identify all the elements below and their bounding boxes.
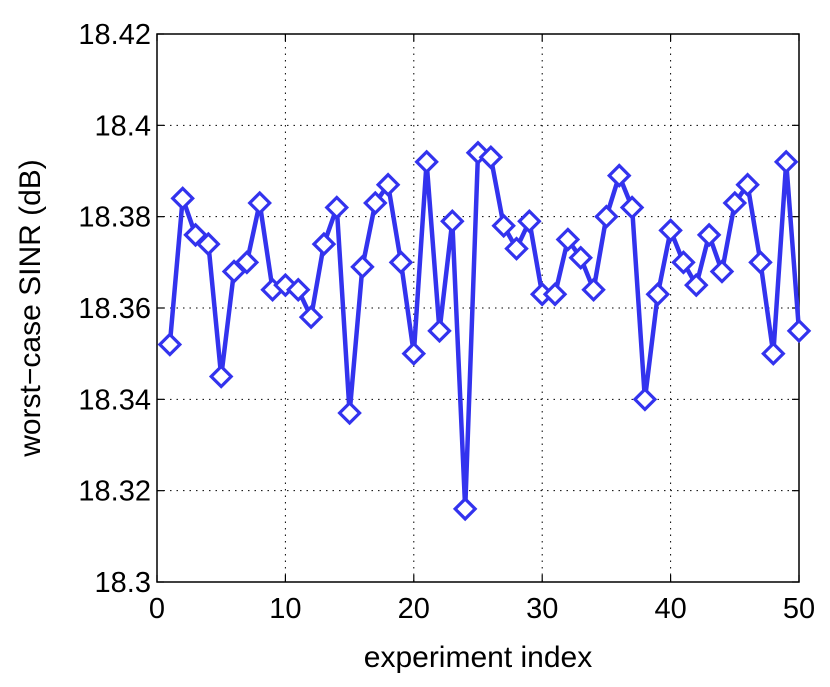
data-point-marker [427, 318, 452, 344]
y-tick-label: 18.4 [95, 110, 151, 142]
data-point-marker [786, 318, 812, 344]
data-point-marker [568, 245, 593, 271]
data-point-marker [234, 250, 260, 275]
data-point-marker [311, 231, 337, 257]
data-point-marker [504, 236, 529, 261]
data-point-marker [298, 304, 324, 330]
data-point-marker [761, 341, 786, 366]
series-layer [157, 140, 812, 522]
plot-area-frame [156, 33, 800, 583]
data-point-marker [478, 145, 504, 170]
data-point-marker [709, 259, 735, 284]
x-tick-labels: 0 10 20 30 40 50 [149, 593, 815, 625]
y-tick-label: 18.36 [78, 293, 151, 325]
data-point-marker [350, 254, 375, 280]
data-point-marker [773, 149, 799, 175]
data-point-marker [157, 332, 183, 357]
data-point-marker [658, 218, 683, 243]
y-tick-label: 18.34 [78, 384, 151, 416]
data-point-marker [722, 190, 748, 216]
x-tick-label: 50 [783, 593, 815, 625]
data-point-marker [632, 387, 658, 412]
x-tick-label: 40 [654, 593, 686, 625]
data-point-marker [440, 208, 465, 234]
y-tick-label: 18.38 [78, 202, 151, 234]
x-axis-label: experiment index [364, 641, 592, 674]
data-point-marker [375, 172, 401, 197]
x-tick-label: 20 [398, 593, 430, 625]
data-point-marker [196, 231, 221, 257]
data-point-marker [247, 190, 272, 216]
data-point-marker [748, 250, 773, 275]
data-point-marker [555, 227, 581, 252]
y-axis-label: worst−case SINR (dB) [14, 159, 47, 458]
data-point-marker [735, 172, 760, 197]
data-point-marker [517, 208, 542, 234]
grid [157, 34, 799, 582]
data-point-marker [452, 496, 478, 522]
y-tick-label: 18.3 [95, 567, 151, 599]
data-point-marker [363, 190, 388, 216]
data-point-marker [581, 277, 606, 302]
data-point-marker [285, 277, 311, 302]
data-point-marker [337, 400, 362, 426]
data-point-marker [696, 222, 722, 248]
x-tick-label: 0 [149, 593, 165, 625]
x-tick-label: 30 [526, 593, 558, 625]
data-point-marker [619, 195, 645, 220]
x-tick-label: 10 [269, 593, 301, 625]
data-point-marker [645, 282, 671, 307]
data-point-marker [684, 272, 709, 298]
data-point-marker [401, 341, 427, 366]
y-tick-label: 18.32 [78, 476, 151, 508]
data-point-marker [542, 282, 568, 307]
axis-ticks [156, 33, 800, 583]
y-tick-labels: 18.3 18.32 18.34 18.36 18.38 18.4 18.42 [78, 19, 151, 599]
data-point-marker [491, 213, 516, 239]
data-point-marker [414, 149, 439, 175]
data-point-marker [606, 163, 632, 188]
data-point-marker [388, 250, 414, 275]
data-point-marker [324, 195, 350, 220]
data-point-marker [208, 364, 234, 389]
data-point-marker [170, 186, 195, 211]
data-point-marker [594, 204, 619, 229]
data-point-marker [671, 250, 696, 275]
y-tick-label: 18.42 [78, 19, 151, 51]
